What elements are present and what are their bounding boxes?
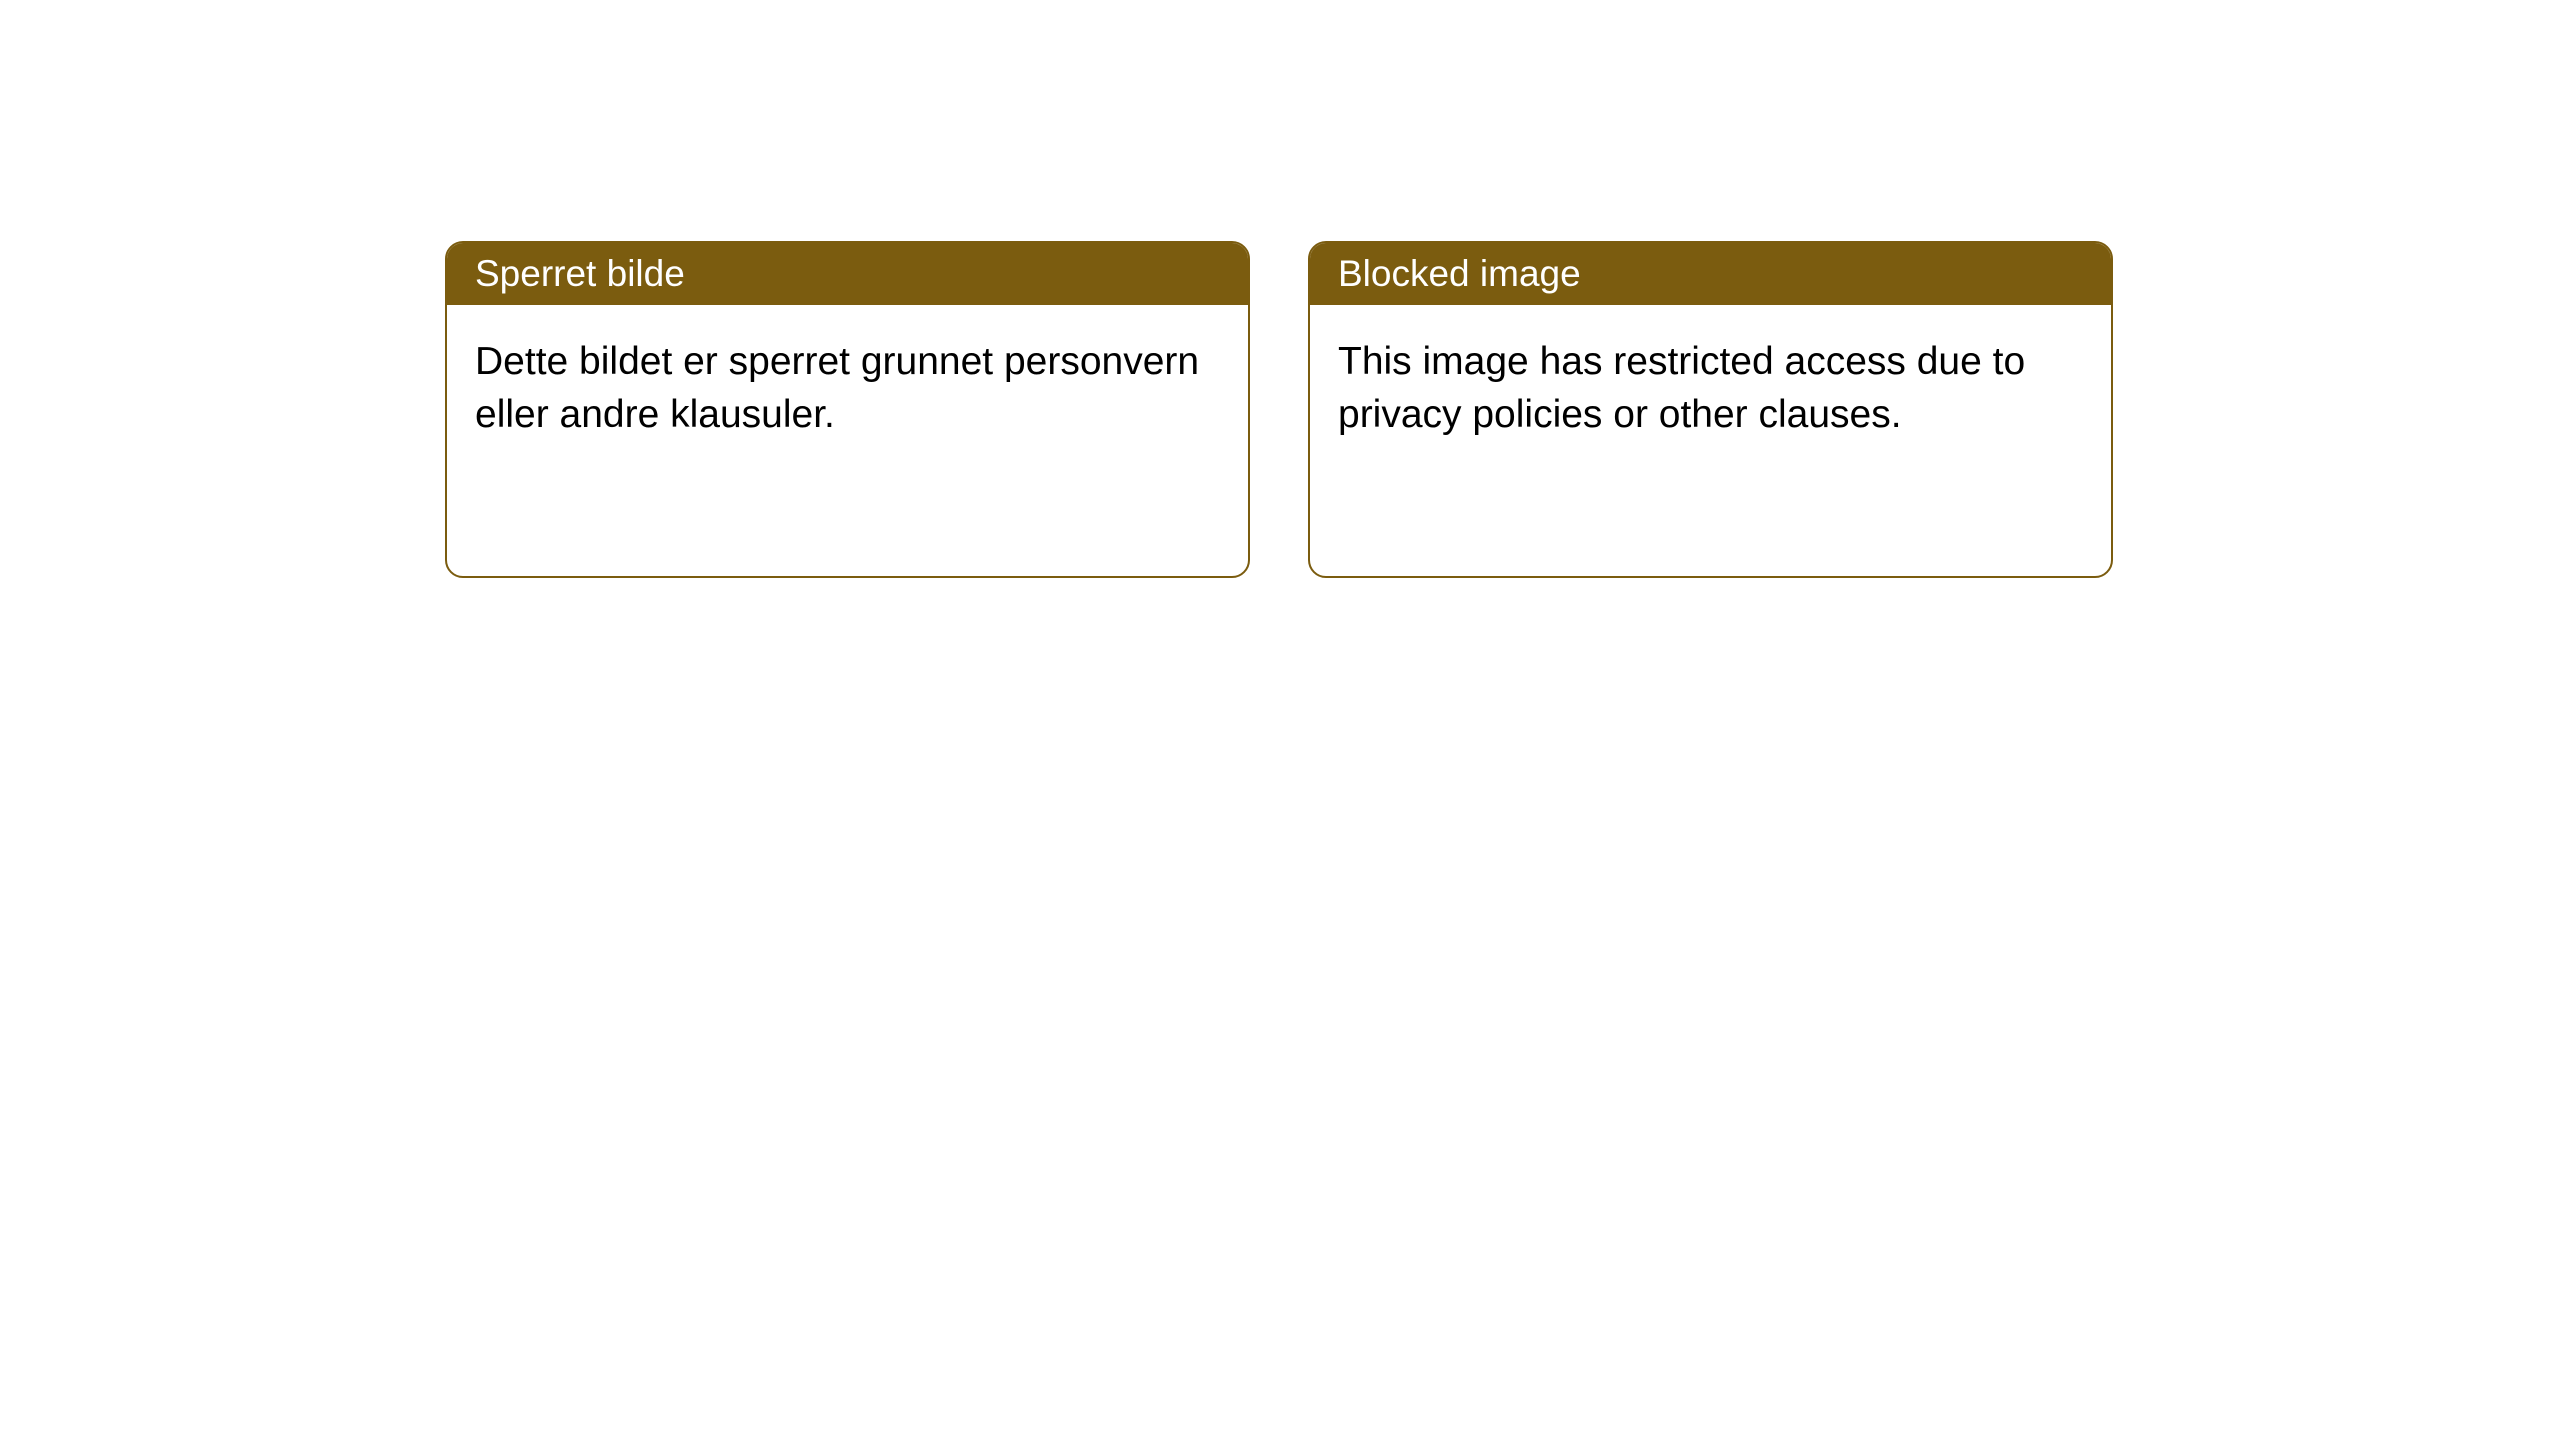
notice-card-en: Blocked image This image has restricted … — [1308, 241, 2113, 578]
notice-header-no: Sperret bilde — [447, 243, 1248, 305]
notice-container: Sperret bilde Dette bildet er sperret gr… — [445, 241, 2113, 578]
notice-body-no: Dette bildet er sperret grunnet personve… — [447, 305, 1248, 471]
notice-header-en: Blocked image — [1310, 243, 2111, 305]
notice-body-en: This image has restricted access due to … — [1310, 305, 2111, 471]
notice-card-no: Sperret bilde Dette bildet er sperret gr… — [445, 241, 1250, 578]
